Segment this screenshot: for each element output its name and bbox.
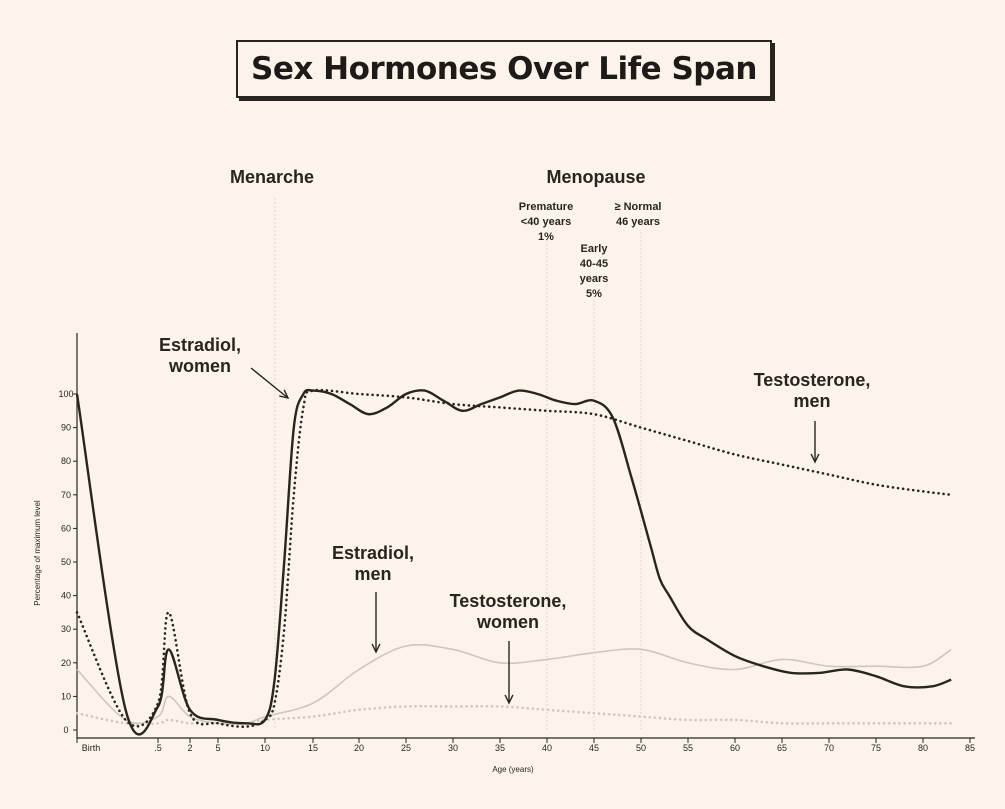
x-tick-label: .5: [154, 743, 162, 753]
series-testosterone-men: [75, 388, 953, 729]
premature-label: 1%: [538, 231, 554, 243]
series-estradiol-men: [76, 643, 952, 725]
x-tick-label: 50: [636, 743, 646, 753]
menarche-label: Menarche: [230, 167, 314, 187]
testosterone-men-arrow-head: [810, 453, 820, 464]
y-axis-title: Percentage of maximum level: [33, 500, 42, 606]
chart-title-box: Sex Hormones Over Life Span: [236, 40, 772, 98]
x-tick-label: 30: [448, 743, 458, 753]
estradiol-women-label: Estradiol,: [159, 335, 241, 355]
series-testosterone-women: [75, 704, 953, 726]
x-tick-label: 2: [187, 743, 192, 753]
x-tick-label: Birth: [82, 743, 101, 753]
y-tick-label: 70: [61, 490, 71, 500]
testosterone-women-label: Testosterone,: [450, 591, 567, 611]
early-label: 5%: [586, 288, 602, 300]
x-tick-label: 85: [965, 743, 975, 753]
estradiol-women-arrow: [250, 367, 289, 399]
testosterone-women-arrow-head: [504, 694, 514, 705]
testosterone-women-label: women: [476, 612, 539, 632]
y-tick-label: 10: [61, 691, 71, 701]
y-tick-label: 20: [61, 658, 71, 668]
normal-label: ≥ Normal: [615, 201, 662, 213]
x-tick-label: 15: [308, 743, 318, 753]
reference-lines: [274, 198, 642, 730]
annotations: Menarche Menopause Premature <40 years 1% ≥ N…: [159, 167, 871, 705]
y-tick-label: 60: [61, 523, 71, 533]
x-tick-label: 40: [542, 743, 552, 753]
y-tick-label: 40: [61, 591, 71, 601]
estradiol-men-arrow-head: [371, 643, 381, 654]
x-tick-label: 55: [683, 743, 693, 753]
premature-label: <40 years: [521, 216, 571, 228]
normal-label: 46 years: [616, 216, 660, 228]
premature-label: Premature: [519, 201, 573, 213]
x-tick-label: 70: [824, 743, 834, 753]
testosterone-men-label: men: [793, 391, 830, 411]
y-tick-label: 80: [61, 456, 71, 466]
estradiol-men-label: men: [354, 564, 391, 584]
chart-title: Sex Hormones Over Life Span: [251, 51, 757, 87]
y-tick-label: 30: [61, 624, 71, 634]
estradiol-men-label: Estradiol,: [332, 543, 414, 563]
x-tick-label: 10: [260, 743, 270, 753]
testosterone-men-label: Testosterone,: [754, 370, 871, 390]
early-label: 40-45: [580, 258, 608, 270]
series-lines: [75, 388, 953, 736]
x-tick-label: 60: [730, 743, 740, 753]
x-tick-label: 45: [589, 743, 599, 753]
early-label: years: [580, 273, 609, 285]
estradiol-women-label: women: [168, 356, 231, 376]
y-tick-label: 90: [61, 423, 71, 433]
early-label: Early: [581, 243, 609, 255]
estradiol-women-arrow-head: [279, 389, 290, 400]
x-tick-label: 25: [401, 743, 411, 753]
menopause-label: Menopause: [546, 167, 645, 187]
series-estradiol-women: [75, 388, 952, 736]
y-tick-label: 0: [63, 725, 68, 735]
y-tick-label: 50: [61, 557, 71, 567]
x-tick-label: 5: [215, 743, 220, 753]
x-tick-label: 80: [918, 743, 928, 753]
x-tick-label: 65: [777, 743, 787, 753]
y-tick-label: 100: [58, 389, 73, 399]
x-axis-title: Age (years): [492, 765, 534, 774]
x-tick-label: 35: [495, 743, 505, 753]
x-tick-label: 75: [871, 743, 881, 753]
x-tick-label: 20: [354, 743, 364, 753]
